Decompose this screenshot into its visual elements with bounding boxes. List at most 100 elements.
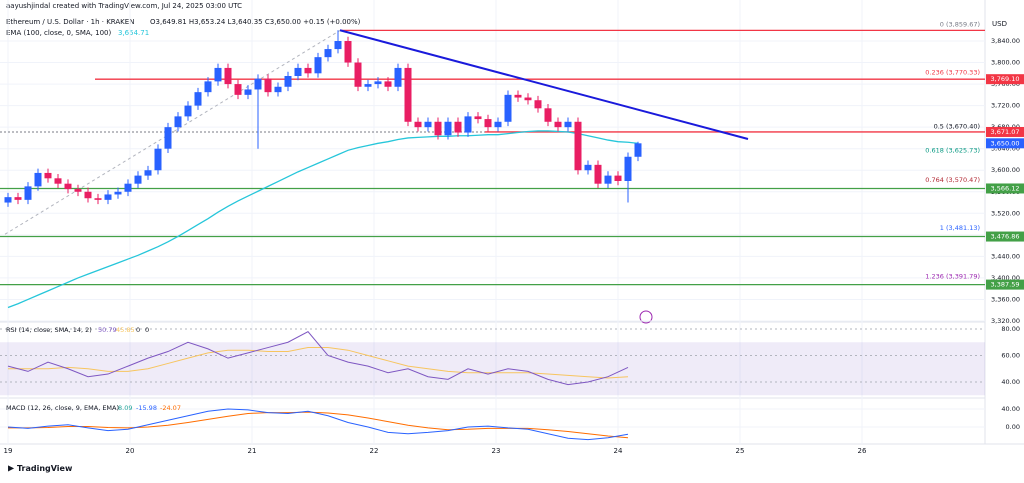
macd-value: -15.98: [136, 404, 157, 412]
macd-hist-value: 8.09: [118, 404, 132, 412]
candle-body: [304, 67, 312, 74]
candle-body: [154, 148, 162, 171]
y-tick-label: 3,720.00: [991, 102, 1020, 110]
candle-body: [514, 94, 522, 98]
fib-label: 0.764 (3,570.47): [925, 176, 980, 184]
candle-body: [434, 121, 442, 136]
rsi-extra: 0: [145, 326, 149, 334]
price-tag: [986, 279, 1024, 290]
rsi-label: RSI (14, close, SMA, 14, 2): [6, 326, 92, 334]
x-tick-label: 19: [4, 447, 13, 455]
candle-body: [24, 186, 32, 200]
candle-body: [634, 143, 642, 157]
candle-body: [524, 97, 532, 101]
fib-label: 0.236 (3,770.33): [925, 69, 980, 77]
x-tick-label: 23: [492, 447, 501, 455]
candle-body: [164, 127, 172, 149]
macd-label: MACD (12, 26, close, 9, EMA, EMA): [6, 404, 119, 412]
candle-body: [184, 105, 192, 117]
candle-body: [244, 89, 252, 95]
candle-body: [324, 49, 332, 58]
fib-label: 0 (3,859.67): [940, 20, 980, 28]
candle-body: [274, 86, 282, 93]
candle-body: [254, 78, 262, 90]
x-tick-label: 25: [736, 447, 745, 455]
ema-label: EMA (100, close, 0, SMA, 100): [6, 29, 111, 37]
price-tag-label: 3,769.10: [991, 75, 1020, 83]
y-tick-label: 3,400.00: [991, 274, 1020, 282]
credit: aayushjindal created with TradingView.co…: [6, 2, 242, 10]
candle-body: [554, 121, 562, 128]
x-tick-label: 22: [370, 447, 379, 455]
logo: ▶ TradingView: [8, 464, 73, 473]
candle-body: [34, 172, 42, 187]
candle-body: [404, 67, 412, 122]
candle-body: [534, 100, 542, 109]
macd-signal-value: -24.07: [160, 404, 181, 412]
candle-body: [494, 121, 502, 128]
y-tick-label: 3,360.00: [991, 295, 1020, 303]
candle-body: [384, 81, 392, 87]
candle-body: [594, 164, 602, 184]
y-tick-label: 3,520.00: [991, 209, 1020, 217]
ema-value: 3,654.71: [118, 29, 149, 37]
candle-body: [444, 121, 452, 136]
candle-body: [394, 67, 402, 87]
candle-body: [344, 41, 352, 63]
rsi-band: [0, 342, 985, 396]
candle-body: [574, 121, 582, 171]
x-tick-label: 21: [248, 447, 257, 455]
macd-tick-label: 0.00: [1006, 423, 1020, 431]
y-tick-label: 3,840.00: [991, 37, 1020, 45]
candle-body: [264, 78, 272, 93]
symbol: Ethereum / U.S. Dollar · 1h · KRAKEN: [6, 18, 134, 26]
y-tick-label: 3,640.00: [991, 145, 1020, 153]
rsi-value: 50.79: [98, 326, 117, 334]
price-tag: [986, 138, 1024, 149]
candle-body: [94, 198, 102, 200]
price-tag: [986, 74, 1024, 85]
currency: USD: [992, 20, 1007, 28]
price-tag-label: 3,671.07: [991, 128, 1020, 136]
candle-body: [584, 164, 592, 171]
candle-body: [114, 191, 122, 195]
candle-body: [464, 116, 472, 133]
candle-body: [374, 81, 382, 85]
rsi-ma-value: 45.85: [116, 326, 135, 334]
candle-body: [194, 92, 202, 106]
candle-body: [354, 62, 362, 87]
price-tag-label: 3,566.12: [991, 184, 1020, 192]
macd-signal-line: [8, 411, 629, 439]
x-tick-label: 20: [126, 447, 135, 455]
rsi-tick-label: 60.00: [1001, 352, 1020, 360]
candle-body: [614, 175, 622, 181]
rsi-extra: 0: [136, 326, 140, 334]
candle-body: [334, 41, 342, 50]
candle-body: [544, 108, 552, 122]
price-tag-label: 3,650.00: [991, 139, 1020, 147]
candle-body: [54, 178, 62, 184]
fib-trend: [4, 29, 341, 235]
price-tag: [986, 231, 1024, 242]
x-tick-label: 26: [858, 447, 867, 455]
candle-body: [294, 67, 302, 76]
candle-body: [134, 175, 142, 184]
candle-body: [604, 175, 612, 184]
candle-body: [314, 57, 322, 74]
macd-tick-label: 40.00: [1001, 405, 1020, 413]
candle-body: [224, 67, 232, 85]
candle-body: [504, 94, 512, 122]
trendline: [339, 29, 749, 140]
candle-body: [474, 116, 482, 120]
fib-label: 1.236 (3,391.79): [925, 272, 980, 280]
candle-body: [214, 67, 222, 82]
price-tag-label: 3,476.86: [991, 233, 1020, 241]
price-tag: [986, 126, 1024, 137]
rsi-tick-label: 40.00: [1001, 378, 1020, 386]
candle-body: [144, 170, 152, 176]
y-tick-label: 3,320.00: [991, 317, 1020, 325]
event-icon[interactable]: [639, 310, 653, 324]
candle-body: [74, 189, 82, 192]
